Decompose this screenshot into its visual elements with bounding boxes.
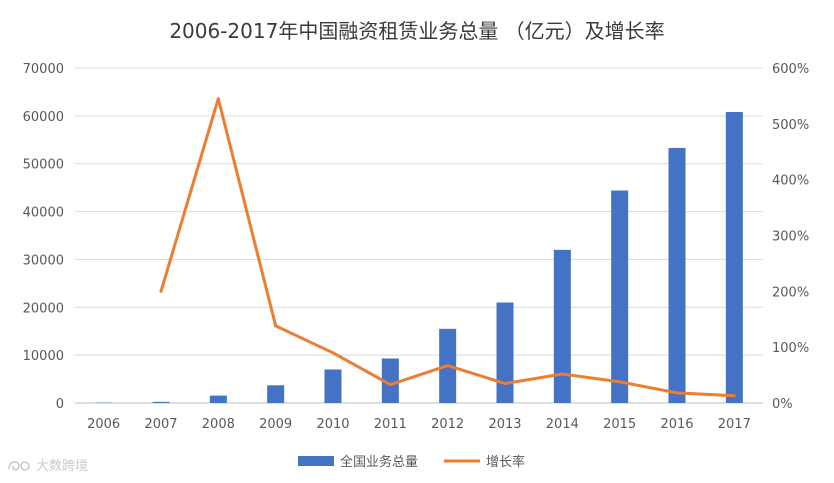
line-point-2010 <box>331 351 335 355</box>
bar-2015 <box>611 190 629 403</box>
watermark: 大数跨境 <box>6 455 88 474</box>
x-tick-label: 2013 <box>488 417 521 432</box>
line-point-2007 <box>159 289 163 293</box>
y-left-tick-label: 40000 <box>23 206 64 221</box>
y-right-tick-label: 200% <box>772 285 809 300</box>
x-tick-label: 2007 <box>144 417 177 432</box>
bar-2008 <box>209 395 227 403</box>
bar-2009 <box>267 385 285 403</box>
y-left-tick-label: 60000 <box>23 110 64 125</box>
x-tick-label: 2015 <box>603 417 636 432</box>
line-point-2015 <box>618 380 622 384</box>
x-tick-label: 2014 <box>546 417 579 432</box>
line-point-2017 <box>732 394 736 398</box>
x-tick-label: 2011 <box>374 417 407 432</box>
line-point-2011 <box>388 383 392 387</box>
bar-2007 <box>152 401 170 403</box>
y-right-tick-label: 400% <box>772 174 809 189</box>
x-tick-label: 2009 <box>259 417 292 432</box>
bar-2010 <box>324 369 342 403</box>
y-left-tick-label: 30000 <box>23 253 64 268</box>
legend-label-bar: 全国业务总量 <box>340 454 418 470</box>
y-right-tick-label: 100% <box>772 341 809 356</box>
bar-2011 <box>381 358 399 403</box>
watermark-text: 大数跨境 <box>36 459 89 474</box>
line-point-2013 <box>503 381 507 385</box>
legend-label-line: 增长率 <box>486 454 525 470</box>
bar-2017 <box>725 112 743 404</box>
x-tick-label: 2017 <box>718 417 751 432</box>
logo-swirl-icon <box>8 460 30 471</box>
line-point-2008 <box>216 97 220 101</box>
bar-2016 <box>668 147 686 403</box>
x-tick-label: 2016 <box>660 417 693 432</box>
y-right-tick-label: 600% <box>772 62 809 77</box>
y-left-tick-label: 70000 <box>23 62 64 77</box>
x-tick-label: 2012 <box>431 417 464 432</box>
bar-2014 <box>553 249 571 403</box>
line-point-2016 <box>675 391 679 395</box>
y-right-tick-label: 500% <box>772 118 809 133</box>
y-left-tick-label: 10000 <box>23 349 64 364</box>
bar-2013 <box>496 302 514 403</box>
x-tick-label: 2008 <box>202 417 235 432</box>
chart-title: 2006-2017年中国融资租赁业务总量 （亿元）及增长率 <box>169 19 664 43</box>
y-left-tick-label: 20000 <box>23 301 64 316</box>
x-tick-label: 2006 <box>87 417 120 432</box>
x-tick-label: 2010 <box>316 417 349 432</box>
y-right-tick-label: 0% <box>772 397 793 412</box>
line-point-2009 <box>274 324 278 328</box>
y-right-tick-label: 300% <box>772 230 809 245</box>
line-point-2012 <box>446 364 450 368</box>
y-left-tick-label: 0 <box>56 397 64 412</box>
line-point-2014 <box>560 372 564 376</box>
legend-swatch-bar <box>298 456 334 466</box>
y-left-tick-label: 50000 <box>23 158 64 173</box>
